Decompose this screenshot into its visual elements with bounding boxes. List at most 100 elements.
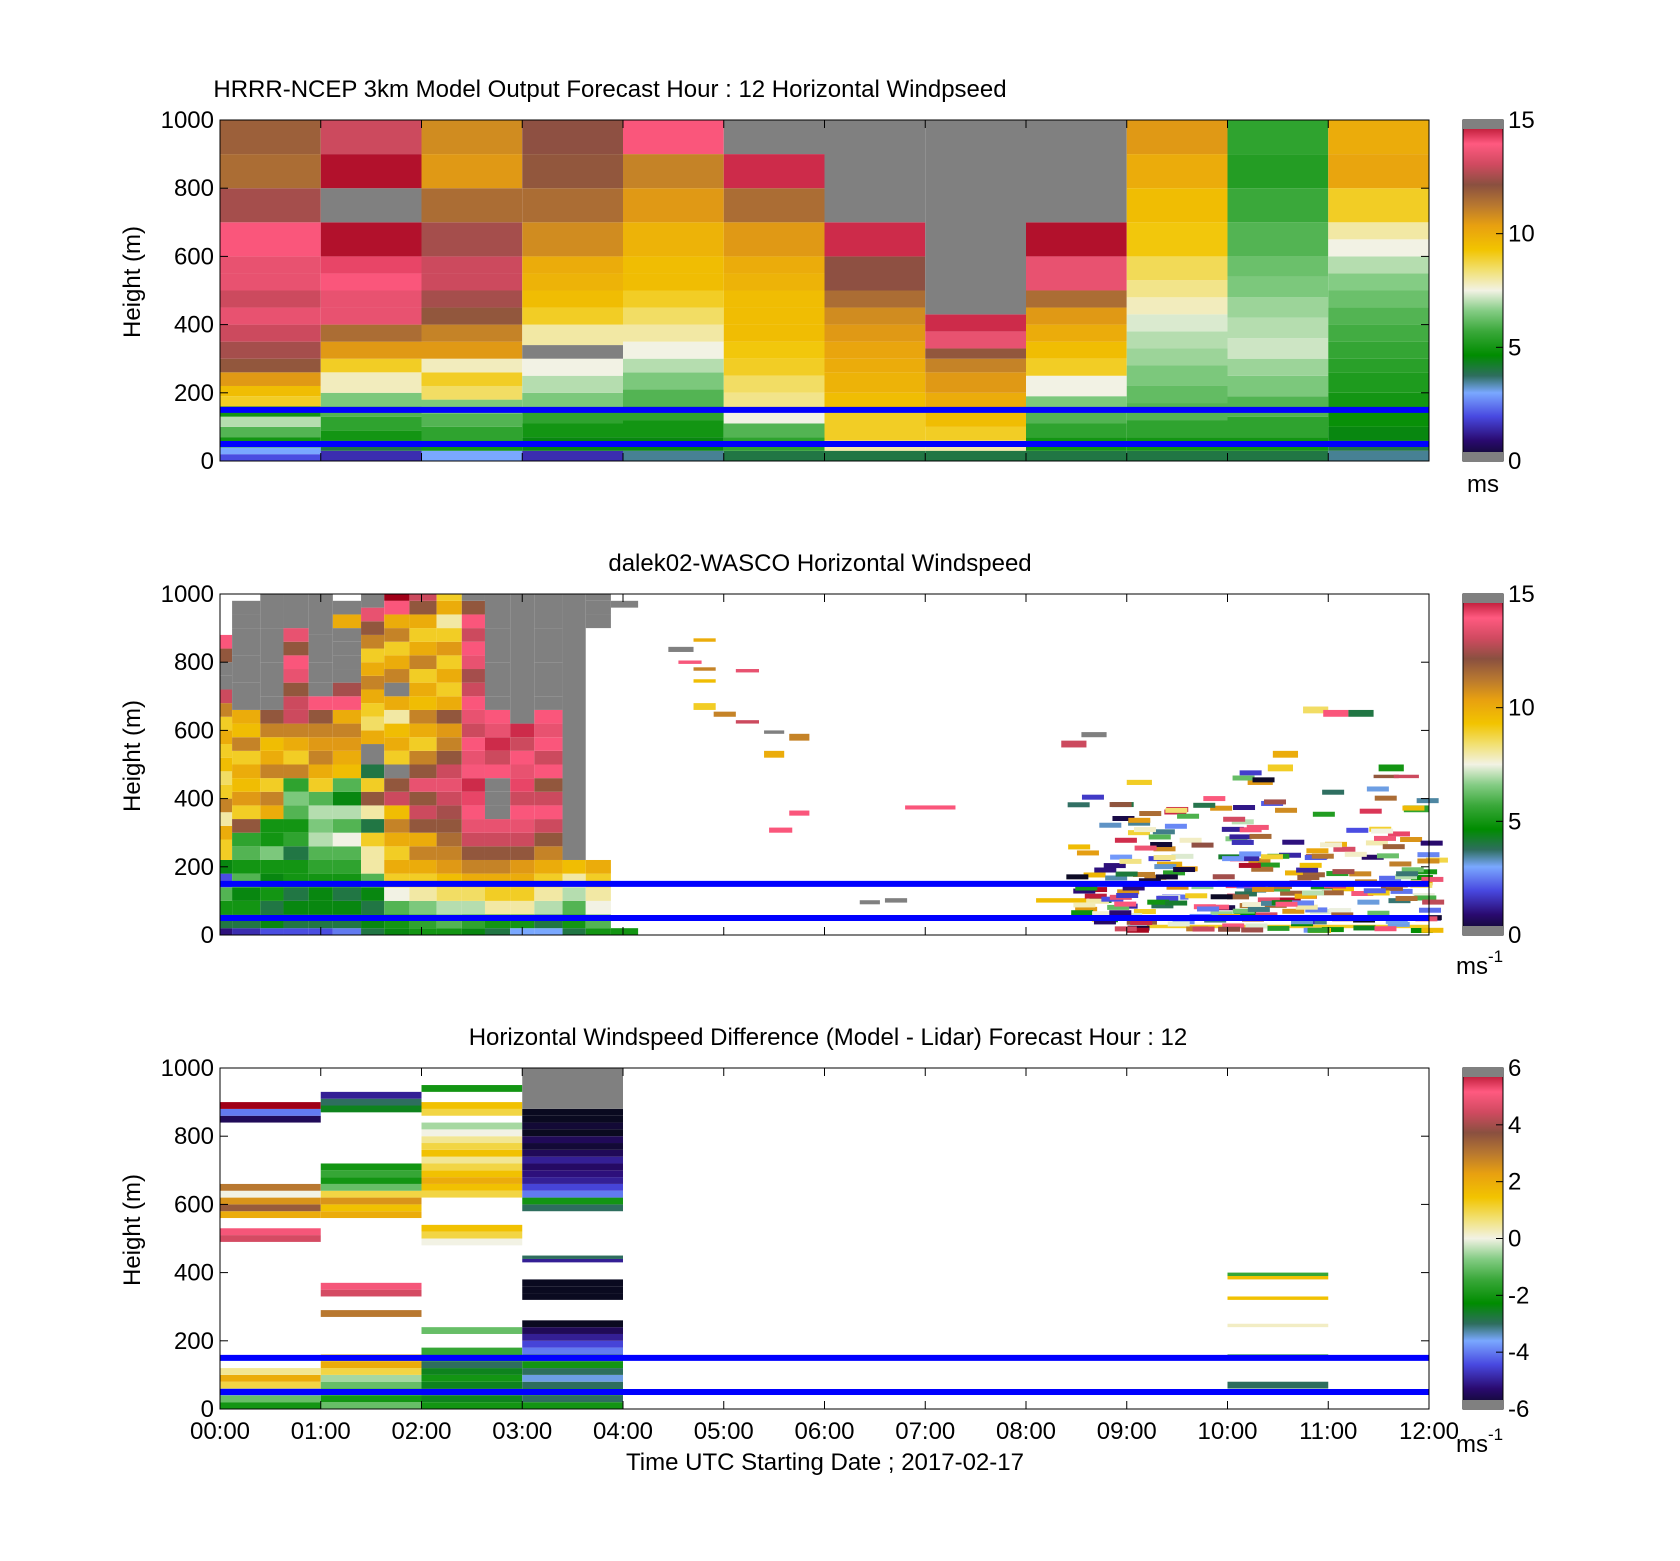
heatmap-cell	[409, 600, 437, 615]
heatmap-cell	[232, 887, 261, 901]
heatmap-cell	[320, 341, 422, 359]
heatmap-cell	[409, 669, 437, 683]
heatmap-cell	[522, 1143, 623, 1150]
heatmap-cell	[283, 819, 309, 833]
heatmap-cell	[461, 846, 485, 860]
colorbar-tick-label: -6	[1508, 1396, 1529, 1423]
heatmap-cell	[361, 887, 385, 901]
heatmap-cell	[1026, 423, 1127, 438]
heatmap-cell	[723, 222, 825, 257]
heatmap-cell	[1333, 846, 1356, 852]
heatmap-cell	[220, 1211, 321, 1219]
heatmap-cell	[1351, 890, 1374, 896]
heatmap-cell	[522, 1170, 623, 1178]
heatmap-cell	[332, 819, 362, 833]
heatmap-cell	[1268, 886, 1291, 892]
colorbar-tick-label: 5	[1508, 808, 1521, 835]
heatmap-cell	[1165, 807, 1188, 813]
heatmap-cell	[260, 791, 284, 806]
heatmap-cell	[320, 1310, 422, 1317]
heatmap-cell	[925, 314, 1026, 332]
heatmap-cell	[1093, 919, 1116, 925]
heatmap-cells	[220, 120, 1429, 461]
heatmap-cell	[332, 614, 362, 629]
heatmap-cell	[1117, 889, 1140, 895]
heatmap-cell	[1312, 811, 1335, 817]
heatmap-cell	[220, 887, 233, 901]
heatmap-cell	[1227, 375, 1329, 397]
heatmap-cell	[824, 450, 926, 461]
heatmap-cell	[1389, 861, 1412, 867]
heatmap-cell	[220, 372, 321, 386]
heatmap-cell	[1421, 876, 1444, 882]
heatmap-cell	[1227, 396, 1329, 417]
heatmap-cell	[461, 805, 485, 820]
heatmap-cell	[361, 791, 385, 806]
heatmap-cell	[1323, 709, 1349, 717]
heatmap-cell	[320, 1381, 422, 1389]
heatmap-cell	[283, 750, 309, 765]
heatmap-cell	[1282, 839, 1305, 845]
colorbar: ms 0 5 10 15	[1462, 107, 1535, 498]
heatmap-cell	[384, 594, 410, 601]
heatmap-cell	[461, 600, 485, 615]
heatmap-cell	[461, 859, 485, 874]
heatmap-cell	[623, 154, 724, 189]
heatmap-cell	[1163, 870, 1186, 876]
heatmap-cell	[522, 1163, 623, 1171]
heatmap-cell	[409, 641, 437, 656]
heatmap-cell	[1103, 863, 1126, 869]
heatmap-cell	[1415, 869, 1438, 875]
heatmap-cell	[1247, 906, 1270, 912]
heatmap-cell	[409, 655, 437, 670]
heatmap-cell	[308, 737, 333, 751]
heatmap-cell	[220, 1402, 321, 1409]
heatmap-cell	[484, 628, 511, 663]
panel-lidar: dalek02-WASCO Horizontal Windspeed Heigh…	[119, 550, 1535, 980]
heatmap-cell	[562, 928, 586, 935]
heatmap-cell	[308, 791, 333, 806]
heatmap-cell	[436, 846, 462, 860]
heatmap-cell	[1218, 926, 1241, 932]
heatmap-cell	[534, 696, 563, 710]
heatmap-cell	[220, 703, 233, 717]
heatmap-cell	[1328, 358, 1429, 373]
heatmap-cell	[421, 256, 523, 274]
heatmap-cell	[1177, 813, 1200, 819]
heatmap-cell	[1395, 874, 1418, 880]
heatmap-cell	[1328, 372, 1429, 393]
heatmap-cell	[384, 900, 410, 915]
heatmap-cell	[1249, 833, 1272, 839]
heatmap-cell	[461, 819, 485, 833]
heatmap-cell	[1328, 154, 1429, 189]
heatmap-cell	[461, 682, 485, 697]
heatmap-cell	[1221, 826, 1244, 832]
heatmap-cell	[484, 859, 511, 874]
heatmap-cell	[585, 859, 611, 874]
heatmap-cell	[1130, 919, 1153, 925]
heatmap-cell	[461, 655, 485, 670]
heatmap-cell	[461, 737, 485, 751]
heatmap-cell	[220, 825, 233, 840]
colorbar-tick-label: 0	[1508, 922, 1521, 949]
y-tick-label: 1000	[161, 581, 214, 608]
heatmap-cell	[1203, 796, 1226, 802]
heatmap-cell	[361, 689, 385, 704]
heatmap-cell	[1126, 450, 1228, 461]
heatmap-cell	[1232, 775, 1255, 781]
heatmap-cell	[522, 1327, 623, 1334]
heatmap-cell	[1328, 256, 1429, 274]
heatmap-cell	[522, 1402, 623, 1409]
heatmap-cell	[332, 669, 362, 683]
heatmap-cell	[510, 791, 535, 806]
heatmap-cell	[320, 1091, 422, 1099]
heatmap-cell	[1026, 450, 1127, 461]
heatmap-cell	[723, 409, 825, 424]
heatmap-cell	[232, 750, 261, 765]
heatmap-cell	[764, 730, 785, 734]
heatmap-cell	[1346, 827, 1369, 833]
heatmap-cell	[409, 928, 437, 935]
heatmap-cell	[1267, 925, 1290, 931]
heatmap-cell	[1349, 871, 1372, 877]
